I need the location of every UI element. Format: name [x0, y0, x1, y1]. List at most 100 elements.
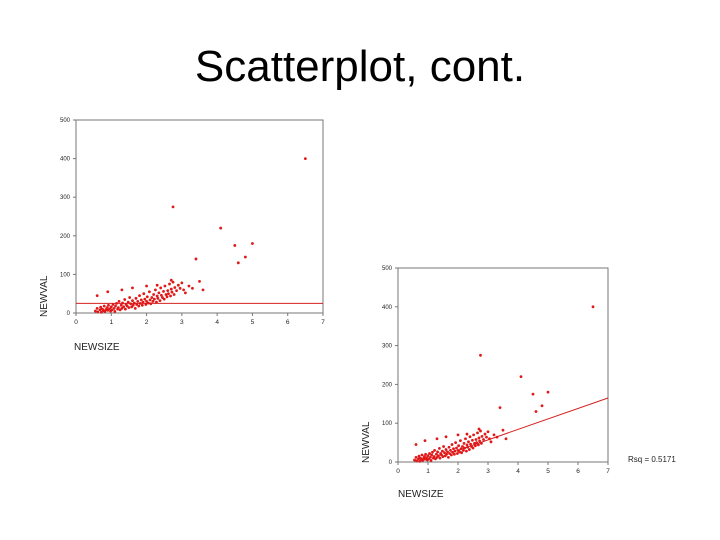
data-point	[145, 284, 148, 288]
rsq-annotation: Rsq = 0.5171	[628, 455, 676, 464]
data-point	[136, 300, 140, 303]
data-point	[156, 296, 160, 300]
x-tick-label: 6	[576, 468, 580, 475]
y-tick-label: 300	[382, 344, 393, 350]
fit-line	[457, 397, 609, 451]
data-point	[423, 455, 426, 458]
data-point	[473, 441, 476, 445]
data-point	[124, 303, 128, 306]
data-point	[452, 447, 455, 451]
data-point	[501, 428, 505, 432]
data-point	[126, 300, 130, 304]
data-point	[133, 306, 137, 310]
x-tick-label: 6	[286, 319, 290, 326]
data-point	[479, 353, 482, 357]
plot-frame	[397, 267, 609, 463]
data-point	[426, 454, 430, 458]
data-point	[457, 444, 460, 448]
data-point	[459, 447, 463, 451]
data-point	[428, 452, 431, 455]
x-tick-label: 7	[321, 319, 325, 326]
data-point	[440, 453, 443, 457]
data-point	[470, 445, 473, 448]
data-point	[456, 448, 460, 452]
data-point	[134, 296, 138, 300]
data-point	[116, 306, 120, 309]
data-point	[172, 293, 176, 296]
data-point	[449, 448, 452, 452]
data-point	[458, 450, 461, 454]
x-tick-label: 1	[426, 468, 430, 475]
x-tick-label: 1	[109, 319, 113, 326]
data-point	[194, 257, 198, 261]
data-point	[175, 289, 178, 293]
data-point	[447, 445, 451, 449]
data-point	[116, 307, 120, 311]
data-point	[117, 300, 121, 303]
data-point	[94, 309, 97, 313]
data-point	[425, 456, 428, 460]
data-point	[492, 433, 496, 437]
data-point	[106, 290, 110, 294]
data-point	[112, 306, 116, 310]
data-point	[148, 298, 152, 302]
data-point	[198, 279, 201, 283]
data-point	[469, 442, 472, 446]
data-point	[427, 457, 430, 461]
data-point	[474, 438, 478, 441]
data-point	[155, 294, 159, 298]
y-tick-label: 500	[382, 266, 393, 272]
data-point	[471, 446, 475, 450]
data-point	[151, 300, 155, 303]
data-point	[468, 448, 471, 451]
data-point	[477, 436, 481, 440]
data-point	[436, 450, 439, 454]
data-point	[429, 459, 433, 462]
data-point	[99, 305, 103, 309]
data-point	[120, 288, 124, 292]
data-point	[454, 441, 457, 444]
data-point	[144, 303, 148, 306]
data-point	[114, 304, 117, 308]
data-point	[127, 306, 131, 309]
data-point	[236, 261, 240, 265]
scatterplot-2-ylabel: NEWVAL	[361, 421, 372, 464]
data-point	[182, 288, 186, 292]
data-point	[461, 445, 464, 448]
data-point	[233, 244, 237, 247]
data-point	[101, 307, 104, 311]
data-point	[162, 289, 165, 293]
data-point	[121, 301, 124, 305]
data-point	[168, 282, 171, 286]
data-point	[131, 286, 134, 290]
data-point	[450, 453, 453, 457]
data-point	[123, 298, 127, 301]
x-tick-label: 4	[516, 468, 520, 475]
data-point	[450, 443, 454, 446]
data-point	[451, 450, 454, 454]
data-point	[109, 309, 112, 313]
data-point	[119, 303, 123, 307]
data-point	[105, 306, 109, 309]
data-point	[423, 457, 427, 461]
data-point	[468, 435, 472, 439]
data-point	[166, 289, 170, 293]
data-point	[414, 455, 418, 459]
data-point	[475, 441, 478, 444]
data-point	[122, 305, 126, 309]
y-tick-label: 0	[389, 460, 393, 466]
slide-title: Scatterplot, cont.	[194, 42, 526, 91]
data-point	[534, 410, 538, 413]
data-point	[131, 299, 134, 303]
data-point	[485, 435, 488, 439]
x-tick-label: 2	[456, 468, 460, 475]
data-point	[303, 157, 307, 161]
data-point	[128, 296, 132, 299]
data-point	[96, 310, 100, 314]
data-point	[167, 292, 170, 296]
data-point	[139, 298, 143, 302]
y-tick-label: 400	[382, 305, 393, 311]
data-point	[183, 291, 187, 295]
data-point	[149, 302, 153, 306]
data-point	[431, 450, 434, 454]
